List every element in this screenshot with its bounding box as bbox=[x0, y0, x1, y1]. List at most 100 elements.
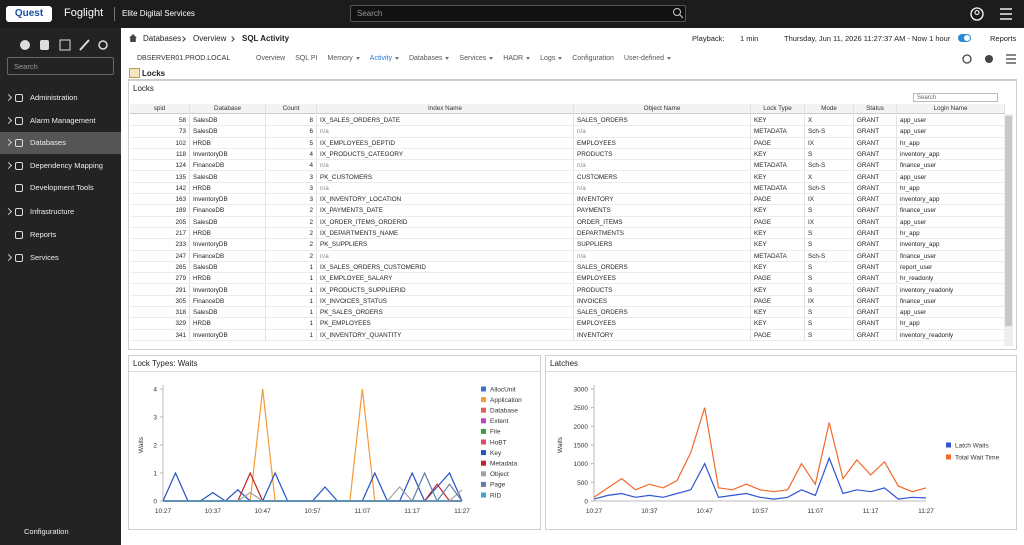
icon[interactable] bbox=[20, 40, 30, 50]
tab[interactable]: HADR bbox=[503, 55, 530, 62]
table-cell: 1 bbox=[266, 329, 317, 341]
legend-label[interactable]: Object bbox=[490, 471, 509, 478]
sidebar-item[interactable]: Dependency Mapping bbox=[0, 155, 121, 177]
legend-swatch[interactable] bbox=[481, 471, 486, 477]
icon[interactable] bbox=[59, 39, 71, 51]
table-cell: GRANT bbox=[854, 115, 897, 127]
legend-label[interactable]: HoBT bbox=[490, 439, 507, 446]
chevron bbox=[4, 116, 13, 125]
column-header[interactable]: spid bbox=[130, 104, 190, 114]
legend-label[interactable]: RID bbox=[490, 492, 502, 499]
tab[interactable]: Activity bbox=[370, 55, 399, 62]
table-cell: finance_user bbox=[897, 160, 1005, 172]
table-cell: GRANT bbox=[854, 329, 897, 341]
search-icon[interactable] bbox=[672, 7, 684, 19]
y-tick-label: 2500 bbox=[574, 405, 589, 412]
x-tick-label: 10:47 bbox=[255, 508, 272, 515]
legend-label[interactable]: Extent bbox=[490, 418, 509, 425]
table-search[interactable]: Search bbox=[913, 93, 998, 102]
tab[interactable]: Databases bbox=[409, 55, 449, 62]
icon[interactable] bbox=[98, 40, 108, 50]
reports[interactable]: Reports bbox=[990, 34, 1017, 43]
sidebar-item[interactable]: Administration bbox=[0, 87, 121, 109]
column-header[interactable]: Count bbox=[266, 104, 317, 114]
legend-label[interactable]: Total Wait Time bbox=[955, 454, 1000, 461]
menu-icon[interactable] bbox=[1006, 54, 1016, 64]
legend-label[interactable]: Page bbox=[490, 482, 506, 489]
sidebar-search[interactable]: Search bbox=[7, 57, 114, 75]
logo[interactable]: Quest bbox=[6, 6, 52, 22]
toggle[interactable] bbox=[958, 34, 972, 42]
legend-swatch[interactable] bbox=[946, 454, 951, 460]
time-range[interactable]: Thursday, Jun 11, 2026 11:27:37 AM - Now… bbox=[784, 34, 951, 43]
tab[interactable]: Services bbox=[459, 55, 493, 62]
legend-swatch[interactable] bbox=[481, 460, 486, 466]
sidebar-item[interactable]: Development Tools bbox=[0, 177, 121, 199]
icon[interactable] bbox=[79, 39, 90, 51]
table-cell: Sch-S bbox=[805, 126, 854, 138]
interval[interactable]: 1 min bbox=[740, 34, 759, 43]
item-icon bbox=[15, 94, 23, 102]
column-header[interactable]: Login Name bbox=[897, 104, 1005, 114]
legend-swatch[interactable] bbox=[481, 439, 486, 445]
table-cell: n/a bbox=[317, 160, 574, 172]
legend-swatch[interactable] bbox=[481, 481, 486, 487]
sidebar-item[interactable]: Reports bbox=[0, 224, 121, 246]
legend-swatch[interactable] bbox=[481, 492, 486, 498]
table-cell: KEY bbox=[751, 307, 805, 319]
scroll-thumb[interactable] bbox=[1005, 116, 1012, 326]
settings-icon[interactable] bbox=[985, 55, 993, 63]
user-icon[interactable] bbox=[970, 7, 984, 21]
tab[interactable]: Overview bbox=[256, 55, 286, 62]
config-link[interactable]: Configuration bbox=[24, 527, 69, 536]
icon[interactable] bbox=[40, 40, 49, 50]
column-header[interactable]: Status bbox=[854, 104, 897, 114]
tab[interactable]: Logs bbox=[540, 55, 562, 62]
column-header[interactable]: Object Name bbox=[574, 104, 751, 114]
sidebar-item[interactable]: Infrastructure bbox=[0, 201, 121, 223]
search-box[interactable]: Search bbox=[350, 5, 686, 22]
table-cell: finance_user bbox=[897, 250, 1005, 262]
table-cell: GRANT bbox=[854, 160, 897, 172]
x-tick-label: 11:17 bbox=[863, 508, 879, 515]
sidebar-item[interactable]: Databases bbox=[0, 132, 121, 154]
x-tick-label: 10:27 bbox=[155, 508, 172, 515]
sidebar-item[interactable]: Services bbox=[0, 247, 121, 269]
refresh-icon[interactable] bbox=[962, 54, 972, 64]
breadcrumb-item[interactable]: Databases bbox=[143, 34, 182, 43]
legend-label[interactable]: Key bbox=[490, 450, 502, 457]
legend-label[interactable]: Metadata bbox=[490, 461, 517, 468]
legend-swatch[interactable] bbox=[481, 397, 486, 403]
tab[interactable]: Configuration bbox=[572, 55, 614, 62]
breadcrumb-item[interactable]: Overview bbox=[193, 34, 227, 43]
legend-label[interactable]: File bbox=[490, 429, 501, 436]
top-icons bbox=[970, 7, 1012, 21]
column-header[interactable]: Index Name bbox=[317, 104, 574, 114]
table-cell: 163 bbox=[130, 194, 190, 206]
legend-swatch[interactable] bbox=[481, 428, 486, 434]
tab[interactable]: Memory bbox=[328, 55, 360, 62]
table-cell: SALES_ORDERS bbox=[574, 261, 751, 274]
menu-icon[interactable] bbox=[1000, 8, 1012, 20]
legend-swatch[interactable] bbox=[946, 442, 951, 448]
legend-swatch[interactable] bbox=[481, 450, 486, 456]
tab[interactable]: SQL PI bbox=[295, 55, 318, 62]
column-header[interactable]: Database bbox=[190, 104, 266, 114]
scrollbar[interactable] bbox=[1004, 114, 1013, 346]
home-icon[interactable] bbox=[129, 34, 137, 42]
server-name[interactable]: DBSERVER01.PROD.LOCAL bbox=[137, 55, 231, 62]
legend-label[interactable]: Latch Waits bbox=[955, 442, 989, 449]
legend-label[interactable]: Database bbox=[490, 408, 518, 415]
legend-label[interactable]: Application bbox=[490, 397, 522, 404]
column-header[interactable]: Lock Type bbox=[751, 104, 805, 114]
legend-swatch[interactable] bbox=[481, 407, 486, 413]
column-header[interactable]: Mode bbox=[805, 104, 854, 114]
sidebar-item[interactable]: Alarm Management bbox=[0, 110, 121, 132]
x-tick-label: 10:57 bbox=[752, 508, 769, 515]
tab[interactable]: User-defined bbox=[624, 55, 671, 62]
table-cell: 305 bbox=[130, 295, 190, 308]
legend-label[interactable]: AllocUnit bbox=[490, 386, 516, 393]
table-cell: n/a bbox=[574, 126, 751, 138]
legend-swatch[interactable] bbox=[481, 386, 486, 392]
legend-swatch[interactable] bbox=[481, 418, 486, 424]
